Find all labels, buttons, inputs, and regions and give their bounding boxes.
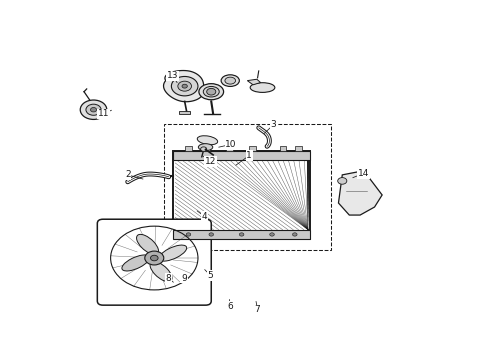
Ellipse shape: [159, 245, 187, 261]
Polygon shape: [247, 79, 261, 85]
Bar: [173, 151, 310, 239]
Circle shape: [209, 233, 214, 236]
Bar: [173, 230, 310, 239]
Bar: [179, 111, 190, 114]
Circle shape: [150, 255, 158, 261]
Text: 12: 12: [205, 157, 216, 166]
Text: 1: 1: [246, 151, 252, 160]
Circle shape: [293, 233, 297, 236]
Ellipse shape: [225, 77, 236, 84]
Text: 3: 3: [270, 121, 276, 130]
Circle shape: [91, 108, 97, 112]
Text: 5: 5: [208, 271, 213, 280]
Ellipse shape: [122, 255, 149, 271]
Circle shape: [186, 233, 191, 236]
Bar: [295, 146, 302, 151]
Text: 7: 7: [255, 305, 261, 314]
Circle shape: [182, 84, 187, 88]
Polygon shape: [164, 71, 204, 102]
Circle shape: [207, 89, 216, 95]
Bar: [173, 151, 310, 160]
Circle shape: [145, 251, 164, 265]
Ellipse shape: [221, 75, 239, 86]
Ellipse shape: [203, 86, 219, 97]
Ellipse shape: [150, 261, 172, 282]
Circle shape: [200, 147, 207, 151]
Ellipse shape: [199, 84, 223, 100]
Polygon shape: [339, 171, 382, 215]
FancyBboxPatch shape: [98, 219, 211, 305]
Ellipse shape: [137, 234, 159, 255]
Circle shape: [80, 100, 107, 120]
Text: 8: 8: [166, 274, 171, 283]
Bar: [204, 146, 211, 151]
Bar: [226, 146, 233, 151]
Text: 9: 9: [181, 274, 187, 283]
Ellipse shape: [197, 136, 218, 145]
Bar: [280, 146, 287, 151]
Circle shape: [270, 233, 274, 236]
Circle shape: [338, 177, 347, 184]
Text: 10: 10: [225, 140, 237, 149]
Text: 4: 4: [201, 212, 207, 221]
Bar: [185, 146, 192, 151]
Text: 13: 13: [167, 71, 178, 80]
Circle shape: [239, 233, 244, 236]
Ellipse shape: [198, 144, 213, 150]
Circle shape: [86, 104, 101, 115]
Bar: [164, 123, 331, 250]
Circle shape: [178, 81, 192, 91]
Text: 6: 6: [227, 302, 233, 311]
Text: 11: 11: [98, 109, 110, 118]
Text: 2: 2: [125, 170, 130, 179]
Text: 14: 14: [358, 169, 369, 178]
Bar: [249, 146, 256, 151]
Circle shape: [172, 76, 198, 96]
Ellipse shape: [250, 83, 275, 93]
